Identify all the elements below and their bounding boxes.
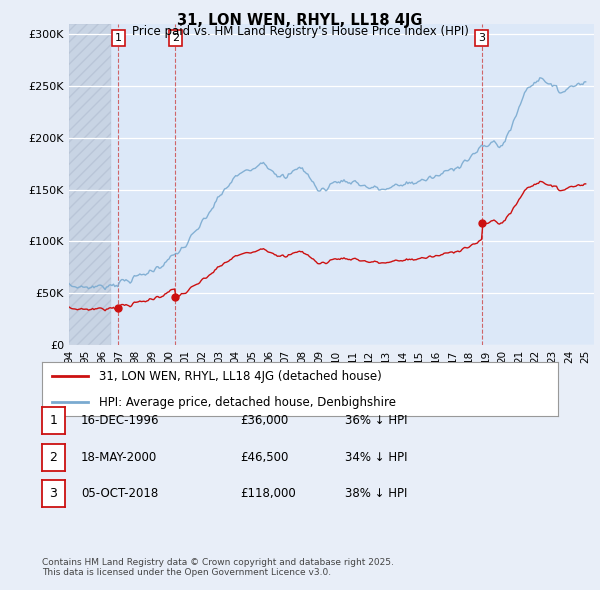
- Text: 31, LON WEN, RHYL, LL18 4JG: 31, LON WEN, RHYL, LL18 4JG: [177, 13, 423, 28]
- Text: 1: 1: [115, 33, 122, 43]
- Text: 36% ↓ HPI: 36% ↓ HPI: [345, 414, 407, 427]
- Text: 16-DEC-1996: 16-DEC-1996: [81, 414, 160, 427]
- Text: 1: 1: [49, 414, 58, 427]
- Text: £46,500: £46,500: [240, 451, 289, 464]
- Bar: [69, 24, 110, 345]
- Text: £118,000: £118,000: [240, 487, 296, 500]
- Text: 05-OCT-2018: 05-OCT-2018: [81, 487, 158, 500]
- Text: 3: 3: [478, 33, 485, 43]
- Text: 18-MAY-2000: 18-MAY-2000: [81, 451, 157, 464]
- Text: Contains HM Land Registry data © Crown copyright and database right 2025.
This d: Contains HM Land Registry data © Crown c…: [42, 558, 394, 577]
- Text: 3: 3: [49, 487, 58, 500]
- Text: 31, LON WEN, RHYL, LL18 4JG (detached house): 31, LON WEN, RHYL, LL18 4JG (detached ho…: [99, 370, 382, 383]
- Text: 2: 2: [49, 451, 58, 464]
- Text: 38% ↓ HPI: 38% ↓ HPI: [345, 487, 407, 500]
- Text: £36,000: £36,000: [240, 414, 288, 427]
- Text: 2: 2: [172, 33, 179, 43]
- Bar: [69, 24, 110, 345]
- Text: HPI: Average price, detached house, Denbighshire: HPI: Average price, detached house, Denb…: [99, 396, 396, 409]
- Text: Price paid vs. HM Land Registry's House Price Index (HPI): Price paid vs. HM Land Registry's House …: [131, 25, 469, 38]
- Text: 34% ↓ HPI: 34% ↓ HPI: [345, 451, 407, 464]
